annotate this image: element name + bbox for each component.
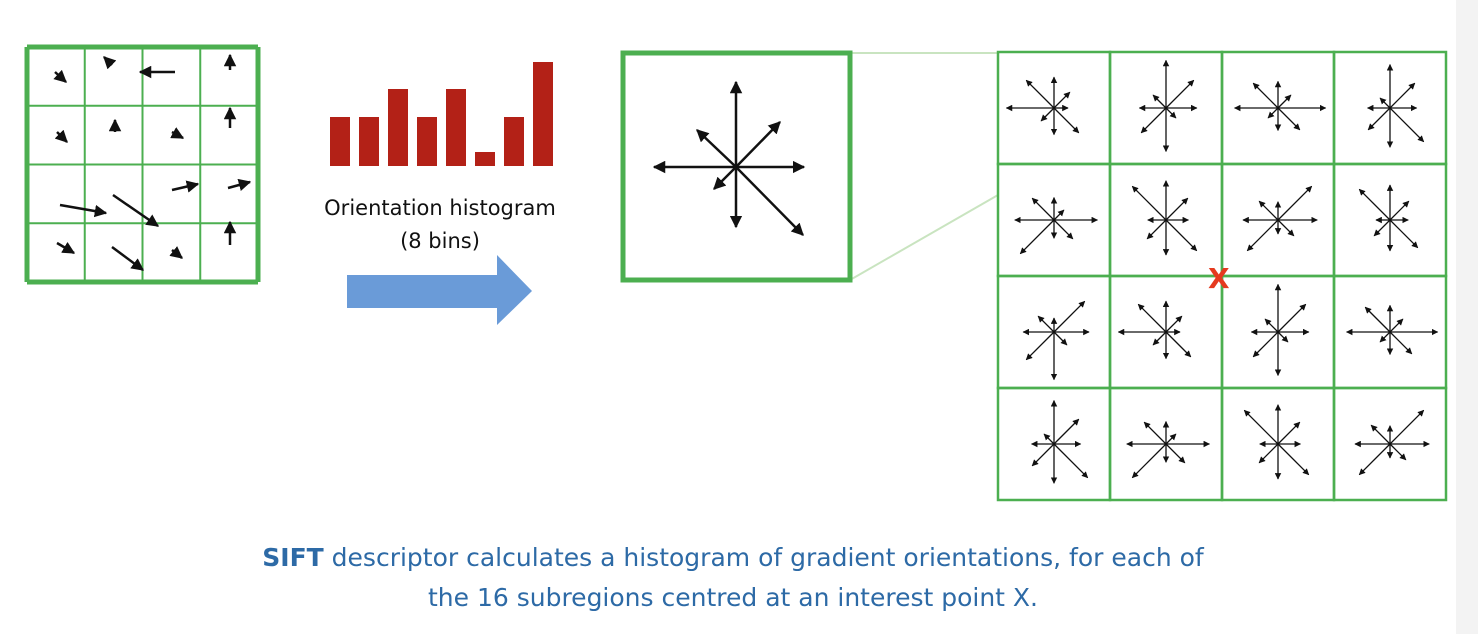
arrow xyxy=(1389,443,1407,461)
arrow xyxy=(1373,219,1391,237)
arrow xyxy=(112,193,160,228)
arrow xyxy=(1152,331,1167,346)
descriptor-grid xyxy=(996,50,1448,502)
arrow xyxy=(1165,79,1195,109)
arrow xyxy=(227,178,252,191)
arrow xyxy=(1277,107,1301,131)
arrow xyxy=(1370,424,1391,445)
arrow xyxy=(1358,188,1391,221)
arrow xyxy=(1389,331,1413,355)
pixel-grid xyxy=(24,44,261,285)
arrow xyxy=(1025,331,1055,361)
arrow xyxy=(1246,219,1279,252)
arrow xyxy=(1277,443,1310,476)
arrow xyxy=(1165,433,1177,445)
arrow xyxy=(1277,185,1313,221)
arrow xyxy=(1252,331,1279,358)
arrow xyxy=(1277,303,1307,333)
arrow xyxy=(1389,200,1410,221)
histogram-bars xyxy=(330,62,553,166)
arrow xyxy=(1165,331,1192,358)
arrow xyxy=(56,241,76,255)
arrow xyxy=(1137,303,1167,333)
arrow xyxy=(1037,315,1055,333)
arrow xyxy=(1367,107,1391,131)
arrow xyxy=(1389,219,1419,249)
arrow xyxy=(1053,300,1086,333)
arrow xyxy=(103,56,117,70)
arrow xyxy=(1019,219,1055,255)
arrow xyxy=(1053,91,1071,109)
arrow xyxy=(1131,185,1167,221)
arrow xyxy=(1277,219,1295,237)
arrow xyxy=(1152,94,1167,109)
arrow xyxy=(1252,82,1279,109)
arrow xyxy=(713,166,737,190)
arrow xyxy=(1143,421,1167,445)
arrow xyxy=(1053,443,1089,479)
arrow xyxy=(1389,82,1416,109)
arrow xyxy=(1379,97,1391,109)
arrow xyxy=(735,121,781,168)
arrow xyxy=(1243,409,1279,445)
arrow xyxy=(1277,94,1292,109)
subregion xyxy=(1332,386,1448,502)
caption-text: descriptor calculates a histogram of gra… xyxy=(331,543,1204,572)
arrow xyxy=(1258,200,1279,221)
arrow xyxy=(1040,107,1055,122)
arrow xyxy=(1264,318,1279,333)
arrow xyxy=(1053,209,1065,221)
arrow xyxy=(1389,318,1404,333)
caption: SIFT descriptor calculates a histogram o… xyxy=(0,543,1466,572)
arrow xyxy=(1277,421,1301,445)
arrow xyxy=(1131,443,1167,479)
arrow xyxy=(1031,197,1055,221)
arrow xyxy=(59,203,108,218)
arrow xyxy=(1277,331,1289,343)
arrow xyxy=(1389,107,1425,143)
histogram-label: (8 bins) xyxy=(400,229,480,253)
orientation-star xyxy=(652,80,806,236)
arrow xyxy=(1043,433,1055,445)
arrow xyxy=(696,129,737,168)
arrow xyxy=(1165,219,1198,252)
arrow xyxy=(1053,107,1080,134)
arrow xyxy=(1165,443,1186,464)
arrow xyxy=(1053,219,1074,240)
arrow xyxy=(53,69,67,83)
arrow xyxy=(1140,107,1167,134)
arrow xyxy=(1031,443,1055,467)
arrow xyxy=(170,127,185,140)
arrow xyxy=(1165,197,1189,221)
histogram-label: Orientation histogram xyxy=(324,196,556,220)
arrow xyxy=(1258,443,1279,464)
arrow xyxy=(1025,79,1055,109)
arrow xyxy=(735,166,804,236)
edge-strip xyxy=(1456,0,1478,634)
cell-zoom xyxy=(620,50,853,283)
arrow xyxy=(1053,331,1068,346)
arrow xyxy=(1389,409,1425,445)
arrow xyxy=(1165,107,1177,119)
zoom-line xyxy=(849,194,999,281)
arrow xyxy=(54,129,68,143)
caption-bold: SIFT xyxy=(262,543,324,572)
arrow xyxy=(1146,219,1167,240)
arrow xyxy=(1364,306,1391,333)
arrow xyxy=(1358,443,1391,476)
arrow xyxy=(171,180,200,193)
interest-point: X xyxy=(1208,262,1230,295)
arrow xyxy=(1267,107,1279,119)
arrow xyxy=(1053,418,1080,445)
arrow xyxy=(1165,315,1183,333)
arrow xyxy=(111,245,145,272)
flow-arrow xyxy=(347,255,532,325)
caption: the 16 subregions centred at an interest… xyxy=(427,583,1039,612)
arrow xyxy=(169,246,183,259)
arrow xyxy=(1379,331,1391,343)
